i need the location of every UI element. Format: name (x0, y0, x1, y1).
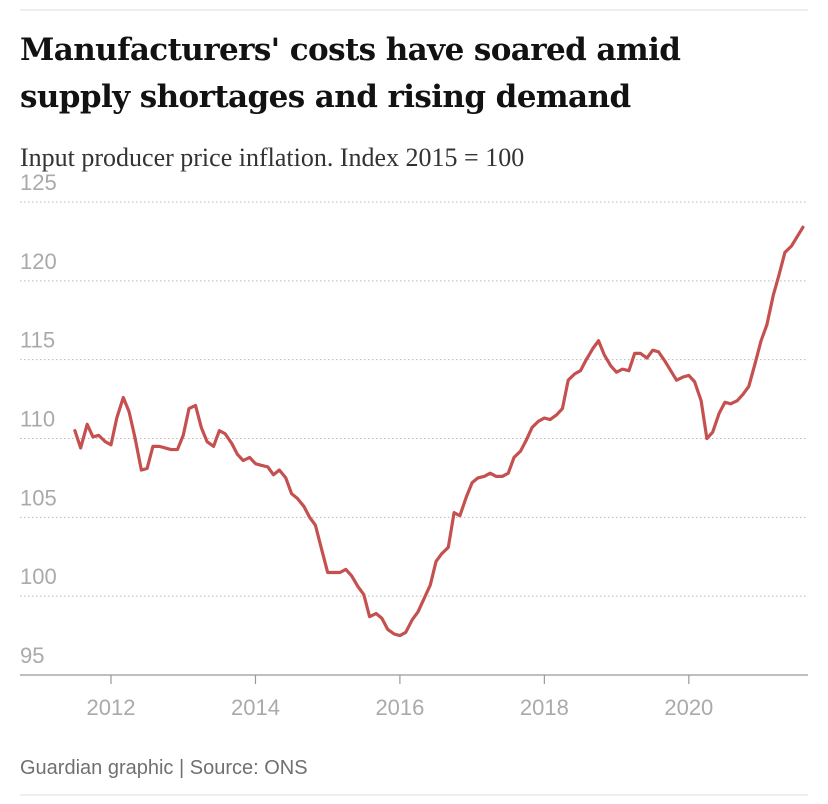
y-tick-label: 125 (20, 170, 57, 195)
x-tick-label: 2020 (664, 695, 713, 720)
y-tick-label: 95 (20, 643, 44, 668)
chart-subtitle: Input producer price inflation. Index 20… (20, 143, 524, 172)
y-tick-label: 105 (20, 485, 57, 510)
y-tick-label: 120 (20, 249, 57, 274)
x-tick-label: 2014 (231, 695, 280, 720)
y-tick-label: 100 (20, 564, 57, 589)
x-tick-label: 2016 (375, 695, 424, 720)
chart-title: supply shortages and rising demand (20, 79, 631, 115)
source-note: Guardian graphic | Source: ONS (20, 757, 308, 779)
data-line (73, 225, 805, 638)
x-tick-label: 2018 (520, 695, 569, 720)
x-tick-label: 2012 (87, 695, 136, 720)
y-tick-label: 110 (20, 407, 55, 432)
y-tick-label: 115 (20, 328, 55, 353)
plot: 95 100 105 110 115 120 125 2012 2014 2016 2018 2020 (20, 170, 808, 720)
chart-title: Manufacturers' costs have soared amid (20, 32, 680, 68)
